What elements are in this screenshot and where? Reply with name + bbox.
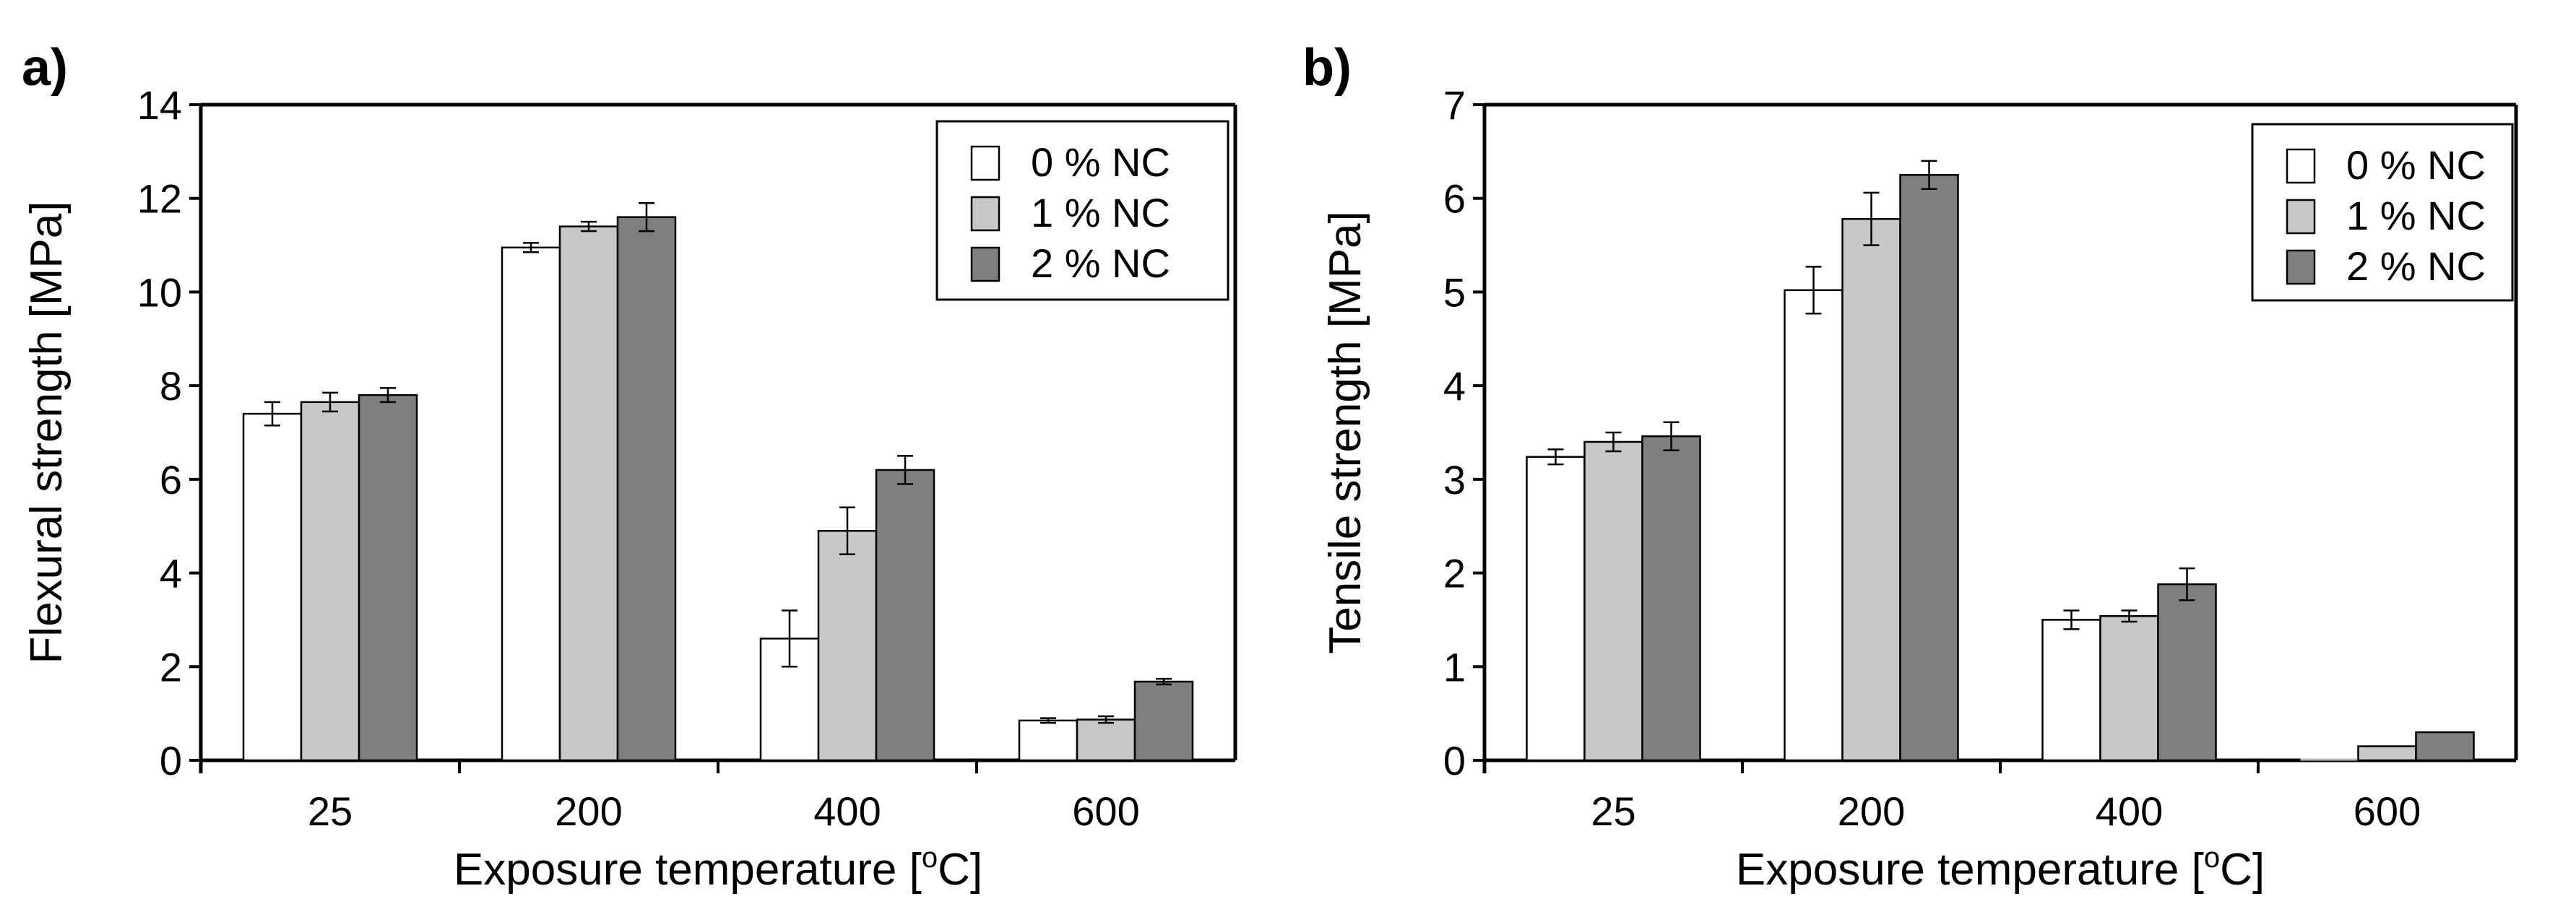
- x-axis-title-unit: C]: [938, 845, 982, 895]
- y-tick-label: 0: [1443, 738, 1466, 783]
- legend-label: 0 % NC: [2346, 142, 2486, 188]
- bar: [2041, 619, 2101, 762]
- bar: [1583, 440, 1643, 762]
- bar: [1018, 719, 1079, 762]
- y-tick-label: 0: [160, 738, 182, 783]
- bar: [2415, 731, 2475, 762]
- legend-label: 2 % NC: [1031, 240, 1170, 286]
- x-axis-title-superscript: o: [922, 842, 938, 874]
- x-axis-title: Exposure temperature [oC]: [1736, 842, 2265, 895]
- chart-panel-b: b) 0 1 2 3 4 5 6 7 Tensile strength [MPa] 25 200 400…: [1288, 0, 2576, 917]
- y-tick-label: 5: [1443, 269, 1466, 315]
- legend-swatch: [2286, 249, 2316, 285]
- legend: 0 % NC 1 % NC 2 % NC: [2251, 123, 2514, 302]
- legend-swatch: [970, 246, 1000, 282]
- x-axis-title: Exposure temperature [oC]: [454, 842, 982, 895]
- legend-swatch: [2286, 199, 2316, 235]
- legend: 0 % NC 1 % NC 2 % NC: [935, 120, 1229, 301]
- x-tick-label: 25: [1591, 788, 1635, 834]
- bar: [1133, 680, 1194, 762]
- x-tick-label: 600: [1072, 788, 1139, 834]
- legend-swatch: [970, 145, 1000, 181]
- bar: [558, 225, 619, 762]
- x-axis-title-text: Exposure temperature [: [1736, 845, 2204, 895]
- x-axis-title-text: Exposure temperature [: [454, 845, 922, 895]
- bar: [1899, 174, 1959, 762]
- bar: [242, 412, 303, 762]
- y-tick-label: 6: [160, 457, 182, 503]
- y-tick-label: 6: [1443, 176, 1466, 222]
- tensile-strength-chart: b) 0 1 2 3 4 5 6 7 Tensile strength [MPa] 25 200 400…: [1302, 39, 2518, 895]
- legend-label: 1 % NC: [1031, 190, 1170, 235]
- y-tick-label: 10: [137, 269, 182, 315]
- chart-panel-a: a) 0 2 4 6 8 10 12 14 Flexural strength [MPa] 25 20…: [22, 39, 1237, 895]
- y-tick-label: 12: [137, 176, 182, 222]
- legend-swatch: [970, 196, 1000, 232]
- x-tick-label: 400: [813, 788, 881, 834]
- bar: [2357, 745, 2417, 762]
- bar: [501, 246, 561, 762]
- bar: [358, 394, 418, 762]
- y-tick-label: 14: [137, 82, 182, 128]
- panel-label: b): [1302, 39, 1352, 97]
- y-tick-label: 2: [1443, 551, 1466, 596]
- x-axis-title-superscript: o: [2204, 842, 2220, 874]
- y-axis-title: Flexural strength [MPa]: [22, 201, 72, 664]
- y-tick-label: 4: [1443, 363, 1466, 409]
- panel-label: a): [22, 39, 68, 97]
- y-tick-label: 7: [1443, 82, 1466, 128]
- y-tick-label: 3: [1443, 457, 1466, 503]
- y-tick-label: 1: [1443, 644, 1466, 690]
- x-axis-title-unit: C]: [2220, 845, 2265, 895]
- bar: [1526, 456, 1586, 762]
- legend-label: 2 % NC: [2346, 243, 2486, 289]
- legend-label: 1 % NC: [2346, 193, 2486, 238]
- x-tick-label: 200: [555, 788, 622, 834]
- y-tick-label: 8: [160, 363, 182, 409]
- bar: [1076, 718, 1136, 762]
- bar: [817, 529, 878, 762]
- bar: [1641, 435, 1701, 762]
- bar: [616, 216, 677, 762]
- legend-swatch: [2286, 148, 2316, 184]
- y-tick-label: 2: [160, 644, 182, 690]
- bar: [1784, 289, 1844, 762]
- legend-label: 0 % NC: [1031, 139, 1170, 185]
- x-tick-label: 600: [2354, 788, 2421, 834]
- bar: [875, 469, 935, 762]
- bar: [1841, 218, 1901, 762]
- x-tick-label: 400: [2096, 788, 2163, 834]
- bar: [2157, 583, 2217, 762]
- bar: [2099, 614, 2159, 762]
- flexural-strength-chart: a) 0 2 4 6 8 10 12 14 Flexural strength [MPa] 25 20…: [22, 39, 1237, 895]
- y-axis-title: Tensile strength [MPa]: [1321, 211, 1370, 653]
- bar: [300, 401, 360, 762]
- x-tick-label: 200: [1838, 788, 1905, 834]
- x-tick-label: 25: [308, 788, 353, 834]
- y-tick-label: 4: [160, 551, 182, 596]
